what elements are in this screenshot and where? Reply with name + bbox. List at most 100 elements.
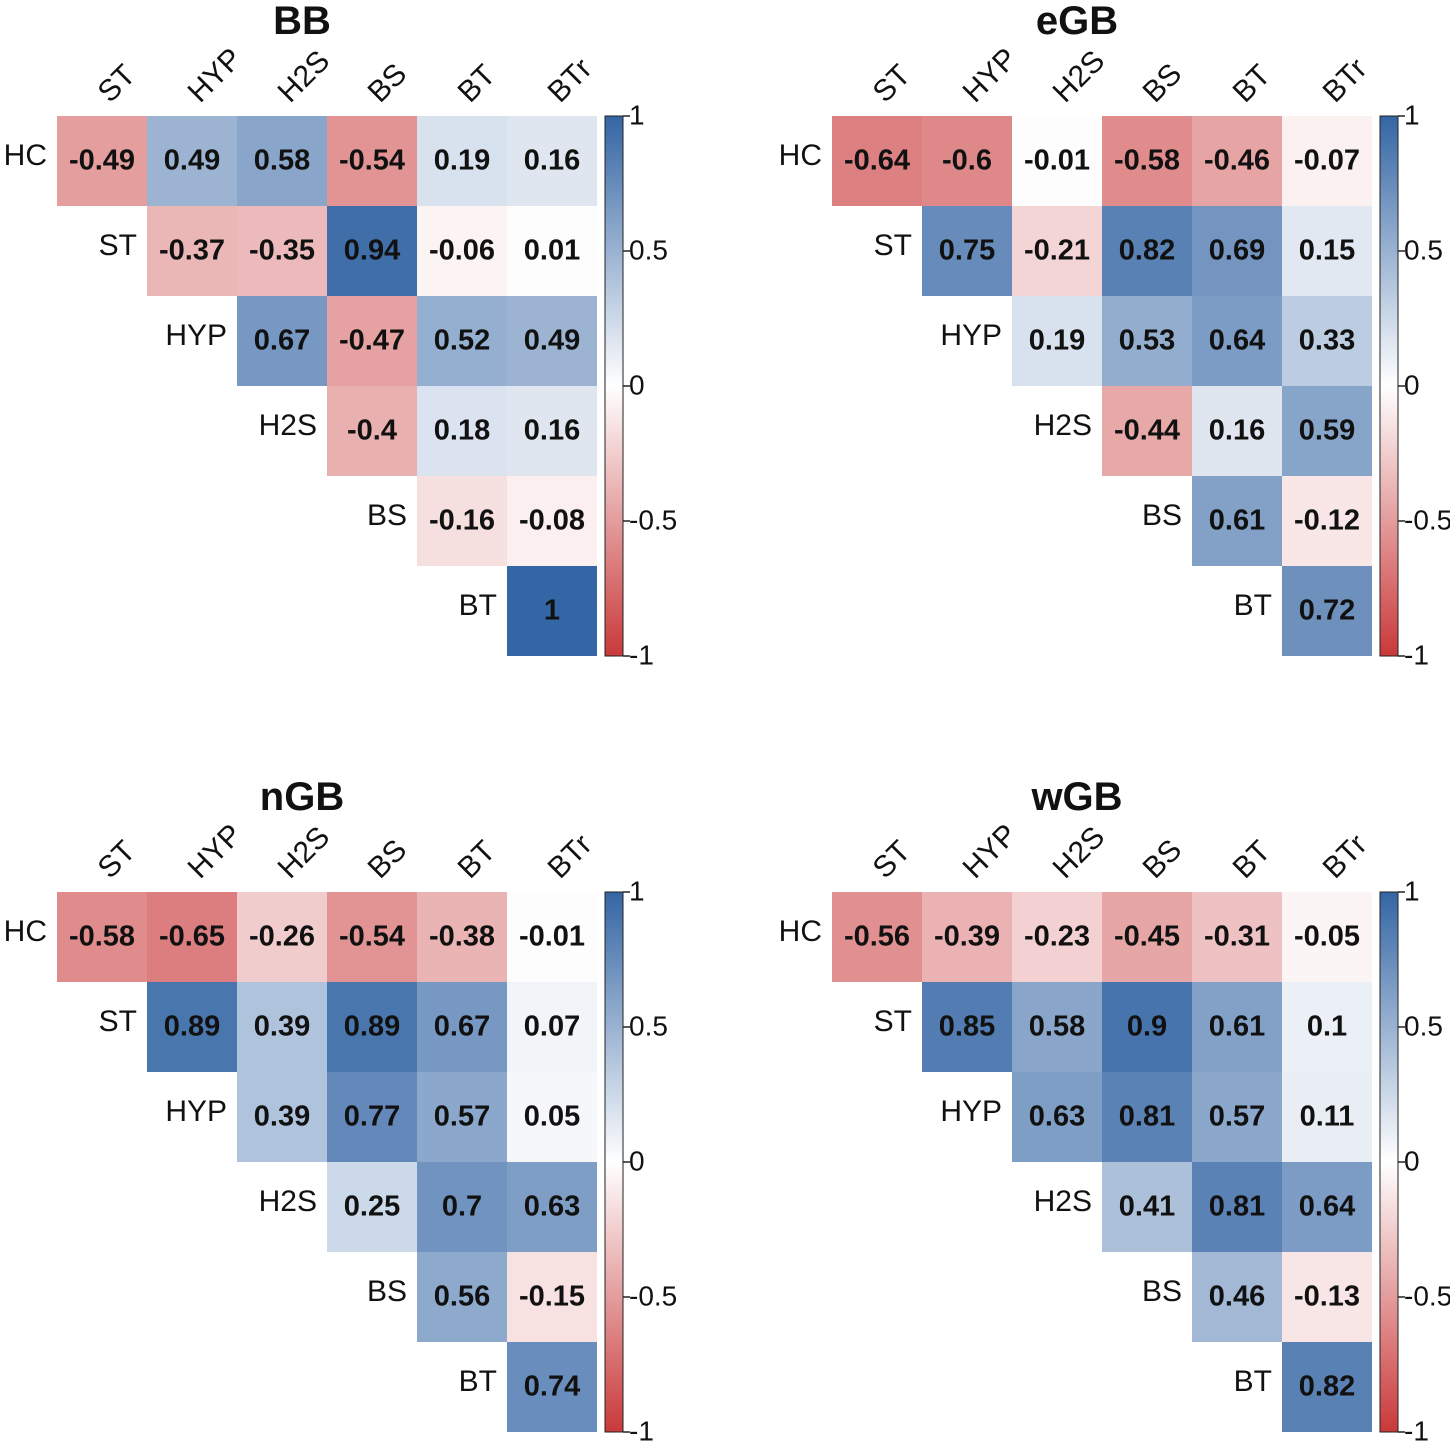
heatmap-cell (507, 1252, 597, 1342)
row-label: H2S (1034, 409, 1092, 442)
cell-value: -0.54 (339, 921, 405, 953)
heatmap-cell (57, 892, 147, 982)
row-label: BS (367, 1275, 407, 1308)
column-label: BS (1137, 833, 1189, 885)
cell-value: 0.89 (344, 1011, 400, 1043)
colorbar-gradient (1379, 891, 1399, 1433)
cell-value: 0.25 (344, 1191, 400, 1223)
row-label: ST (874, 1005, 912, 1038)
cell-value: 1 (544, 595, 560, 627)
cell-value: -0.6 (942, 145, 992, 177)
heatmap-cell (1282, 566, 1372, 656)
cell-value: 0.58 (254, 145, 310, 177)
column-label: H2S (1047, 820, 1112, 885)
heatmap-cell (417, 386, 507, 476)
row-label: H2S (259, 409, 317, 442)
cell-value: 0.01 (524, 235, 580, 267)
colorbar-tick-label: 0.5 (629, 1010, 668, 1041)
heatmap-cell (507, 206, 597, 296)
heatmap-cell (507, 1342, 597, 1432)
cell-value: 0.56 (434, 1281, 490, 1313)
row-label: ST (99, 1005, 137, 1038)
colorbar-tick-label: 0 (1404, 1145, 1420, 1176)
heatmap-cell (327, 892, 417, 982)
cell-value: 0.77 (344, 1101, 400, 1133)
heatmap-cell (1012, 206, 1102, 296)
cell-value: 0.82 (1119, 235, 1175, 267)
column-label: BS (1137, 57, 1189, 109)
colorbar-tick-label: -0.5 (1404, 504, 1450, 535)
heatmap-cell (507, 566, 597, 656)
heatmap-cell (1012, 116, 1102, 206)
cell-value: 0.41 (1119, 1191, 1175, 1223)
colorbar-gradient (604, 115, 624, 657)
column-label: BS (362, 833, 414, 885)
heatmap-panel-ngb: nGB ST HYP H2S BS BT BTr HC -0.58 -0.65 -0.26 -0.54… (4, 775, 678, 1446)
row-label: HC (779, 915, 822, 948)
heatmap-cell (237, 116, 327, 206)
colorbar-gradient (604, 891, 624, 1433)
heatmap-cell (507, 476, 597, 566)
heatmap-cell (1192, 116, 1282, 206)
row-label: HC (4, 139, 47, 172)
cell-value: -0.65 (159, 921, 225, 953)
heatmap-cell (1192, 1162, 1282, 1252)
panel-title: wGB (1030, 775, 1122, 819)
cell-value: 0.1 (1307, 1011, 1347, 1043)
row-label: HYP (940, 1095, 1002, 1128)
cell-value: -0.64 (844, 145, 910, 177)
heatmap-cell (1102, 116, 1192, 206)
colorbar: 1 0.5 0 -0.5 -1 (1379, 99, 1450, 670)
cell-value: 0.46 (1209, 1281, 1265, 1313)
column-label: BT (1227, 835, 1277, 885)
heatmap-cell (417, 1162, 507, 1252)
cell-value: 0.39 (254, 1011, 310, 1043)
column-label: H2S (272, 44, 337, 109)
cell-value: -0.12 (1294, 505, 1360, 537)
column-label: BTr (1317, 52, 1374, 109)
heatmap-cell (507, 892, 597, 982)
row-label: ST (99, 229, 137, 262)
heatmap-cell (327, 1162, 417, 1252)
heatmap-cell (507, 386, 597, 476)
panel-title: nGB (260, 775, 344, 819)
colorbar: 1 0.5 0 -0.5 -1 (604, 875, 677, 1446)
cell-value: 0.05 (524, 1101, 580, 1133)
heatmap-cell (147, 982, 237, 1072)
colorbar-tick-label: 0.5 (1404, 1010, 1443, 1041)
heatmap-cell (147, 892, 237, 982)
cell-value: -0.05 (1294, 921, 1360, 953)
heatmap-cell (1012, 892, 1102, 982)
heatmap-cell (507, 116, 597, 206)
cell-value: 0.82 (1299, 1371, 1355, 1403)
colorbar: 1 0.5 0 -0.5 -1 (1379, 875, 1450, 1446)
row-label: BS (1142, 1275, 1182, 1308)
heatmap-cell (1282, 1252, 1372, 1342)
cell-value: -0.44 (1114, 415, 1180, 447)
cell-value: -0.49 (69, 145, 135, 177)
cell-value: 0.63 (1029, 1101, 1085, 1133)
column-label: BTr (542, 52, 599, 109)
heatmap-cell (1192, 206, 1282, 296)
cell-value: 0.63 (524, 1191, 580, 1223)
cell-value: 0.64 (1299, 1191, 1355, 1223)
heatmap-cell (832, 116, 922, 206)
row-label: ST (874, 229, 912, 262)
row-label: BT (1234, 589, 1272, 622)
colorbar-tick-label: 0.5 (629, 234, 668, 265)
cell-value: 0.61 (1209, 1011, 1265, 1043)
cell-value: -0.47 (339, 325, 405, 357)
colorbar-tick-label: -1 (1404, 639, 1429, 670)
heatmap-cell (1282, 476, 1372, 566)
heatmap-cell (507, 296, 597, 386)
cell-value: 0.9 (1127, 1011, 1167, 1043)
heatmap-cell (237, 982, 327, 1072)
heatmap-cell (507, 1162, 597, 1252)
column-label: HYP (957, 42, 1024, 109)
column-label: ST (92, 59, 142, 109)
column-label: ST (867, 835, 917, 885)
heatmap-cell (1282, 892, 1372, 982)
heatmap-cell (1102, 1072, 1192, 1162)
heatmap-cell (237, 1072, 327, 1162)
